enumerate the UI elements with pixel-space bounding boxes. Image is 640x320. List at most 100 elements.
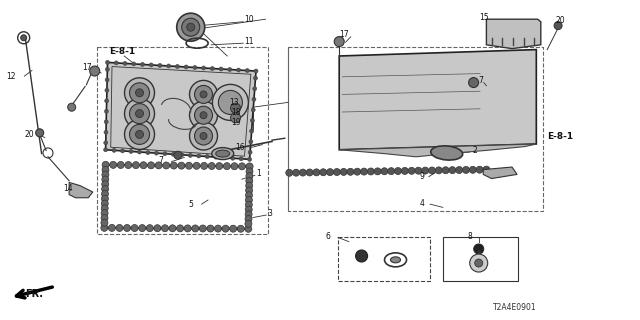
Circle shape [36, 129, 44, 137]
Circle shape [239, 157, 243, 161]
Circle shape [115, 61, 118, 65]
Text: 18: 18 [232, 108, 241, 117]
Circle shape [125, 78, 154, 108]
Circle shape [333, 169, 340, 176]
Circle shape [102, 161, 109, 168]
Circle shape [106, 60, 109, 64]
Circle shape [415, 167, 422, 174]
Circle shape [347, 168, 354, 175]
Polygon shape [486, 19, 541, 49]
Circle shape [184, 225, 191, 232]
Circle shape [170, 162, 177, 169]
Text: 6: 6 [325, 232, 330, 241]
Circle shape [470, 254, 488, 272]
Circle shape [223, 163, 230, 170]
Circle shape [200, 132, 207, 140]
Circle shape [468, 77, 479, 88]
Text: 9: 9 [419, 172, 424, 181]
Circle shape [140, 162, 147, 169]
Circle shape [222, 225, 229, 232]
Circle shape [102, 190, 109, 197]
Circle shape [374, 168, 381, 175]
Circle shape [252, 97, 256, 101]
Circle shape [483, 166, 490, 173]
Circle shape [104, 109, 108, 113]
Circle shape [250, 118, 255, 123]
Circle shape [136, 130, 143, 138]
Circle shape [106, 68, 109, 71]
Circle shape [326, 169, 333, 176]
Circle shape [207, 225, 214, 232]
Circle shape [216, 163, 223, 170]
Circle shape [195, 106, 212, 124]
Circle shape [124, 225, 131, 231]
Circle shape [132, 62, 136, 66]
Text: 5: 5 [189, 200, 194, 209]
Circle shape [102, 186, 109, 193]
Circle shape [132, 162, 140, 169]
Circle shape [388, 168, 395, 175]
Circle shape [172, 152, 175, 156]
Circle shape [554, 22, 562, 30]
Circle shape [187, 23, 195, 31]
Circle shape [102, 181, 109, 188]
Circle shape [112, 148, 116, 152]
Circle shape [129, 124, 150, 144]
Circle shape [476, 166, 483, 173]
Text: 7: 7 [159, 156, 164, 165]
Ellipse shape [390, 257, 401, 263]
Circle shape [246, 173, 253, 180]
Circle shape [253, 76, 257, 80]
Circle shape [101, 214, 108, 221]
Text: 8: 8 [467, 232, 472, 241]
Circle shape [214, 225, 221, 232]
Circle shape [101, 224, 108, 231]
Circle shape [148, 162, 155, 169]
Text: T2A4E0901: T2A4E0901 [493, 303, 536, 312]
Circle shape [136, 89, 143, 97]
Circle shape [101, 219, 108, 226]
Circle shape [139, 225, 146, 232]
Circle shape [367, 168, 374, 175]
Text: 10: 10 [244, 15, 254, 24]
Circle shape [320, 169, 327, 176]
Circle shape [245, 211, 252, 218]
Circle shape [253, 87, 257, 91]
Circle shape [469, 166, 476, 173]
Circle shape [245, 196, 252, 204]
Circle shape [90, 66, 100, 76]
Circle shape [401, 167, 408, 174]
Circle shape [246, 182, 253, 189]
Circle shape [230, 156, 235, 160]
Circle shape [175, 64, 179, 68]
Circle shape [205, 155, 209, 158]
Circle shape [230, 225, 237, 232]
Circle shape [246, 168, 253, 175]
Circle shape [129, 149, 133, 154]
Polygon shape [339, 144, 536, 157]
Circle shape [102, 171, 109, 178]
Circle shape [125, 99, 154, 129]
Circle shape [105, 99, 109, 103]
Circle shape [158, 63, 162, 68]
Circle shape [186, 162, 193, 169]
Circle shape [154, 151, 159, 155]
Circle shape [360, 168, 367, 175]
Circle shape [20, 35, 27, 41]
Circle shape [68, 103, 76, 111]
Text: 17: 17 [339, 30, 349, 39]
Circle shape [184, 65, 188, 69]
Circle shape [104, 120, 108, 124]
Circle shape [245, 216, 252, 222]
Circle shape [251, 108, 255, 112]
Circle shape [102, 166, 109, 173]
Circle shape [200, 112, 207, 119]
Circle shape [246, 177, 253, 184]
Circle shape [334, 36, 344, 47]
Circle shape [200, 162, 207, 169]
Circle shape [120, 149, 125, 153]
Circle shape [101, 210, 108, 217]
Circle shape [248, 150, 252, 154]
Circle shape [237, 225, 244, 232]
Circle shape [292, 169, 300, 176]
